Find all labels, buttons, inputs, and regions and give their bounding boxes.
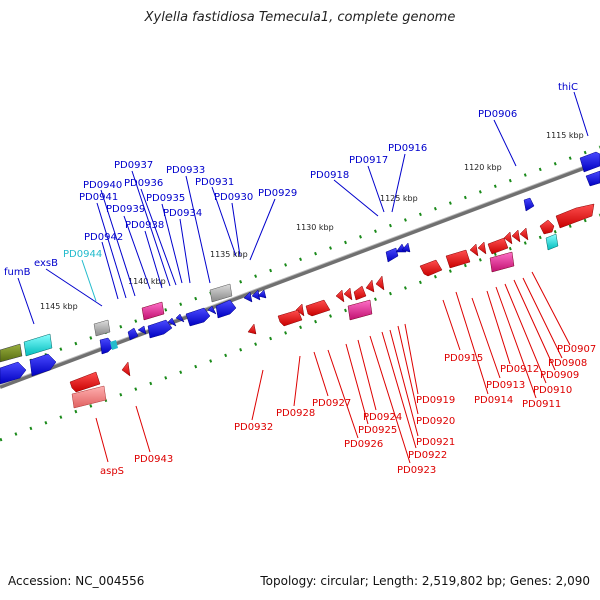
- gene-label-pd0906[interactable]: PD0906: [478, 109, 517, 120]
- rna-features: [0, 233, 559, 363]
- gene-label-pd0944[interactable]: PD0944: [63, 249, 102, 260]
- gene-label-pd0930[interactable]: PD0930: [214, 192, 253, 203]
- kbp-tick: 1115 kbp: [546, 131, 584, 140]
- kbp-tick: 1130 kbp: [296, 223, 334, 232]
- gene-label-pd0941[interactable]: PD0941: [79, 192, 118, 203]
- forward-labels: thiC PD0906 PD0916 PD0917 PD0918 PD0929 …: [4, 82, 578, 278]
- gene-label-pd0931[interactable]: PD0931: [195, 177, 234, 188]
- gene-label-pd0920[interactable]: PD0920: [416, 416, 455, 427]
- gene-label-pd0918[interactable]: PD0918: [310, 170, 349, 181]
- misc-features: [71, 251, 515, 409]
- genome-backbone-highlight: [0, 159, 600, 386]
- gene-label-pd0908[interactable]: PD0908: [548, 358, 587, 369]
- gene-label-pd0917[interactable]: PD0917: [349, 155, 388, 166]
- rna-leader-line: [81, 259, 97, 302]
- gene-label-pd0912[interactable]: PD0912: [500, 364, 539, 375]
- kbp-tick: 1145 kbp: [40, 302, 78, 311]
- gene-label-pd0928[interactable]: PD0928: [276, 408, 315, 419]
- gene-label-pd0926[interactable]: PD0926: [344, 439, 383, 450]
- gene-label-pd0921[interactable]: PD0921: [416, 437, 455, 448]
- gene-label-pd0913[interactable]: PD0913: [486, 380, 525, 391]
- gene-label-pd0935[interactable]: PD0935: [146, 193, 185, 204]
- accession-text: Accession: NC_004556: [8, 574, 145, 588]
- forward-leader-lines: [45, 91, 589, 307]
- gene-label-exsB[interactable]: exsB: [34, 258, 58, 269]
- gene-label-pd0933[interactable]: PD0933: [166, 165, 205, 176]
- trna-gene: [110, 340, 118, 350]
- gene-label-pd0942[interactable]: PD0942: [84, 232, 123, 243]
- gene-label-pd0907[interactable]: PD0907: [557, 344, 596, 355]
- gene-label-aspS[interactable]: aspS: [100, 466, 124, 477]
- gene-label-pd0939[interactable]: PD0939: [106, 204, 145, 215]
- map-title: Xylella fastidiosa Temecula1, complete g…: [144, 10, 456, 25]
- gene-label-pd0914[interactable]: PD0914: [474, 395, 513, 406]
- gene-label-pd0943[interactable]: PD0943: [134, 454, 173, 465]
- gene-label-thiC[interactable]: thiC: [558, 82, 578, 93]
- gene-label-pd0940[interactable]: PD0940: [83, 180, 122, 191]
- forward-leader-line: [17, 277, 35, 325]
- gene-label-pd0916[interactable]: PD0916: [388, 143, 427, 154]
- kbp-tick: 1120 kbp: [464, 163, 502, 172]
- forward-tick-track: [0, 145, 600, 374]
- gene-label-pd0925[interactable]: PD0925: [358, 425, 397, 436]
- gene-label-pd0909[interactable]: PD0909: [540, 370, 579, 381]
- forward-genes: [0, 151, 600, 385]
- gene-label-pd0938[interactable]: PD0938: [125, 220, 164, 231]
- gene-label-pd0919[interactable]: PD0919: [416, 395, 455, 406]
- gene-label-pd0936[interactable]: PD0936: [124, 178, 163, 189]
- gene-label-pd0929[interactable]: PD0929: [258, 188, 297, 199]
- genome-backbone: [0, 160, 600, 389]
- kbp-tick: 1135 kbp: [210, 250, 248, 259]
- gene-label-pd0911[interactable]: PD0911: [522, 399, 561, 410]
- reverse-leader-lines: [95, 271, 571, 464]
- gene-label-fumB[interactable]: fumB: [4, 267, 31, 278]
- gene-label-pd0915[interactable]: PD0915: [444, 353, 483, 364]
- gene-label-pd0932[interactable]: PD0932: [234, 422, 273, 433]
- gene-label-pd0923[interactable]: PD0923: [397, 465, 436, 476]
- gene-label-pd0927[interactable]: PD0927: [312, 398, 351, 409]
- reverse-genes: [69, 203, 595, 393]
- topology-text: Topology: circular; Length: 2,519,802 bp…: [260, 574, 590, 588]
- gene-label-pd0937[interactable]: PD0937: [114, 160, 153, 171]
- gene-label-pd0934[interactable]: PD0934: [163, 208, 202, 219]
- reverse-tick-track: [0, 213, 600, 442]
- kbp-tick: 1125 kbp: [380, 194, 418, 203]
- gene-label-pd0910[interactable]: PD0910: [533, 385, 572, 396]
- gene-label-pd0924[interactable]: PD0924: [363, 412, 402, 423]
- gene-label-pd0922[interactable]: PD0922: [408, 450, 447, 461]
- reverse-labels: PD0907 PD0908 PD0909 PD0910 PD0911 PD091…: [100, 344, 596, 477]
